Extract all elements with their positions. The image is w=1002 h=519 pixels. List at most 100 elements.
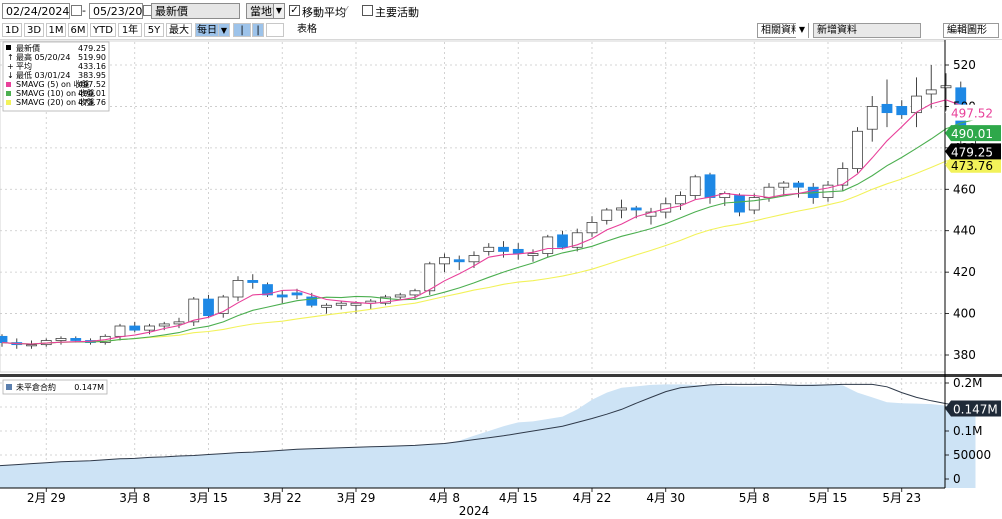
legend-last-label: 最新價 — [16, 43, 40, 53]
candle-body-up — [866, 106, 878, 130]
candle — [512, 243, 524, 260]
legend-avg-label: 平均 — [16, 61, 32, 71]
last-price-swatch — [6, 45, 11, 50]
sma10-value-tag-text: 490.01 — [951, 127, 993, 141]
frequency-select[interactable]: 每日 — [195, 23, 219, 37]
candle — [645, 207, 657, 225]
candle-body-up — [586, 222, 598, 234]
new-data-input[interactable]: 新增資料 — [813, 23, 921, 38]
price-tick-label: 420 — [953, 265, 976, 279]
candle-body-up — [335, 302, 347, 306]
candle-body-up — [173, 321, 185, 325]
candle-body-up — [748, 197, 760, 211]
candle-body-up — [940, 85, 952, 89]
candle-body-up — [925, 89, 937, 95]
candle — [188, 297, 200, 326]
period-1m-button[interactable]: 1M — [46, 23, 66, 37]
sma20-value-tag: 473.76 — [945, 156, 1001, 173]
period-max-button[interactable]: 最大 — [166, 23, 192, 37]
price-field-select[interactable]: 最新價 — [151, 3, 240, 19]
legend-high-value: 519.90 — [78, 53, 106, 62]
candle — [557, 230, 568, 250]
candle-body-up — [188, 298, 200, 323]
candle-body-up — [350, 302, 362, 306]
oi-swatch — [6, 384, 12, 390]
candle — [793, 181, 804, 198]
period-ytd-button[interactable]: YTD — [90, 23, 116, 37]
candle-body-down — [262, 284, 273, 296]
period-5y-button[interactable]: 5Y — [144, 23, 164, 37]
price-tick-label: 440 — [953, 224, 976, 238]
period-1y-button[interactable]: 1年 — [118, 23, 142, 37]
candle — [247, 274, 259, 289]
candle — [439, 253, 450, 273]
frequency-chevron-icon[interactable]: ▼ — [218, 23, 230, 37]
sma5-swatch — [6, 82, 11, 87]
last-price-tag: 479.25 — [945, 143, 1001, 160]
start-date-input[interactable]: 02/24/2024 — [2, 3, 70, 19]
period-6m-button[interactable]: 6M — [68, 23, 88, 37]
oi-tick-label: 0 — [953, 472, 961, 486]
candle-body-down — [498, 246, 509, 252]
legend-sma10-label: SMAVG (10) on 收盤 — [16, 88, 95, 98]
last-price-tag-text: 479.25 — [951, 145, 993, 159]
candlestick-series — [0, 65, 981, 349]
candle — [232, 276, 244, 302]
chart-type-line-icon[interactable]: | — [233, 23, 251, 37]
candle-body-up — [394, 294, 406, 298]
candle-body-up — [468, 255, 480, 263]
candle — [129, 321, 141, 333]
moving-avg-checkbox[interactable]: ✓ — [289, 5, 300, 16]
candle — [748, 193, 760, 215]
price-tick-label: 460 — [953, 182, 976, 196]
candle — [675, 191, 686, 210]
oi-tick-label: 50000 — [953, 448, 991, 462]
sma10-value-tag-box — [945, 125, 1001, 142]
period-1d-button[interactable]: 1D — [2, 23, 22, 37]
candle-body-up — [542, 236, 554, 254]
candle-body-down — [557, 234, 568, 248]
chart-type-bar-icon[interactable]: | — [252, 23, 264, 37]
start-calendar-icon[interactable] — [71, 5, 82, 16]
x-tick-label: 5月 23 — [882, 491, 921, 505]
candle-body-down — [0, 335, 8, 343]
chevron-down-icon[interactable]: ▼ — [273, 3, 285, 19]
candle-body-up — [380, 296, 391, 304]
candle — [704, 172, 716, 204]
major-events-checkbox[interactable] — [362, 5, 373, 16]
pencil-icon[interactable]: ⁄ — [345, 4, 347, 17]
candle-body-up — [321, 304, 332, 308]
sma10-line — [1, 118, 976, 345]
candle — [468, 251, 480, 268]
candle-body-up — [158, 323, 170, 327]
x-tick-label: 4月 22 — [573, 491, 612, 505]
table-button[interactable]: 表格 — [292, 23, 322, 37]
candle — [55, 336, 67, 345]
sma20-swatch — [6, 100, 11, 105]
candle-body-down — [453, 259, 465, 263]
candle-body-up — [837, 168, 849, 186]
period-3d-button[interactable]: 3D — [24, 23, 44, 37]
candle — [217, 294, 229, 318]
related-data-chevron-icon[interactable]: ▼ — [796, 23, 808, 38]
candle-body-up — [114, 325, 126, 337]
x-tick-label: 4月 15 — [499, 491, 538, 505]
candle — [542, 234, 554, 258]
low-icon: ↓ — [7, 71, 14, 80]
end-date-input[interactable]: 05/23/2024 — [89, 3, 143, 19]
candle — [335, 301, 347, 310]
candle — [571, 228, 583, 252]
x-tick-label: 4月 30 — [646, 491, 685, 505]
candle — [276, 290, 288, 304]
edit-chart-button[interactable]: 編輯圖形 — [943, 23, 999, 38]
candle-body-up — [55, 338, 67, 341]
chart-type-candle-icon[interactable] — [266, 23, 284, 37]
oi-line — [0, 383, 976, 467]
candle-body-up — [689, 176, 701, 196]
candle — [881, 79, 893, 128]
avg-icon: + — [7, 62, 14, 71]
legend-oi-value: 0.147M — [74, 383, 104, 392]
candle-body-down — [704, 174, 716, 198]
